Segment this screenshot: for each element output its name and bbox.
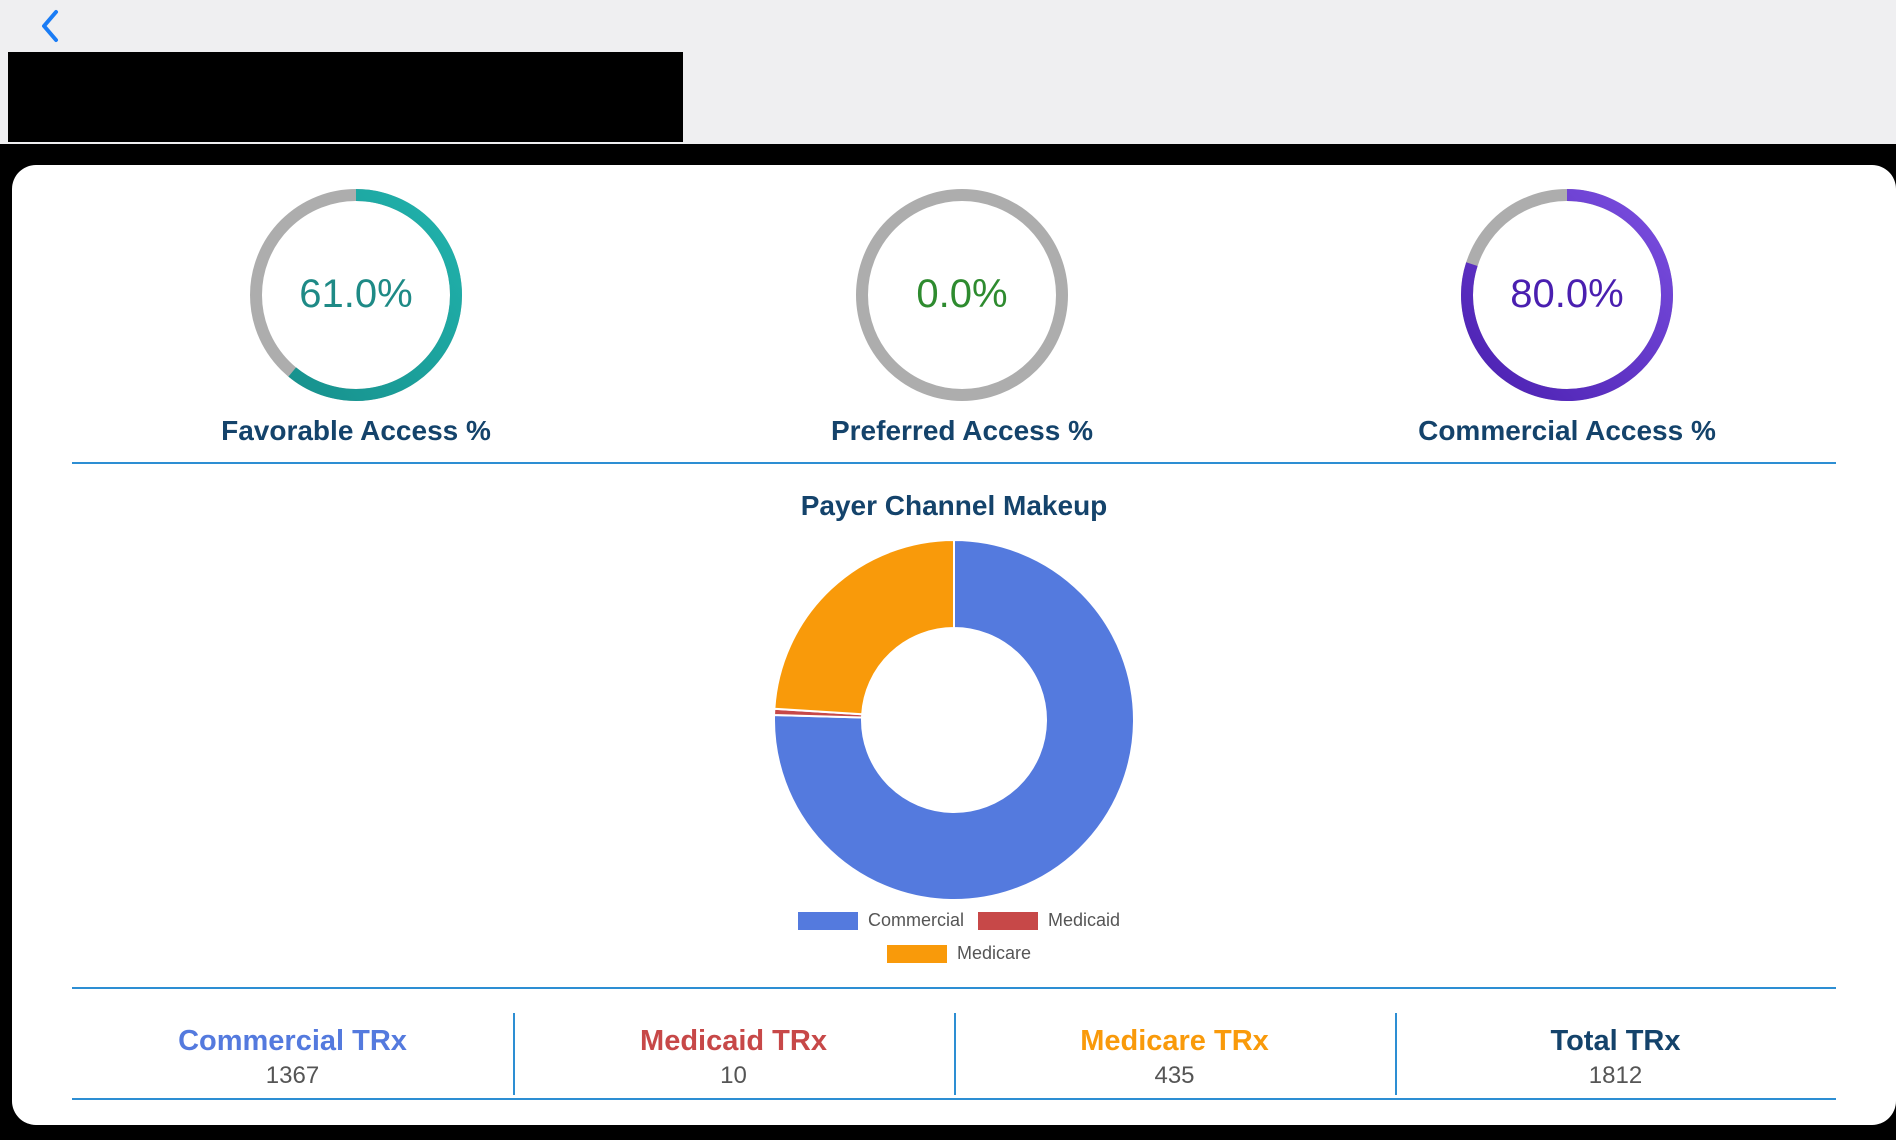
gauge-label: Commercial Access %	[1418, 415, 1716, 446]
nav-bar	[0, 0, 1896, 148]
stat-medicaid-trx: Medicaid TRx 10	[513, 1003, 954, 1095]
gauge-value: 80.0%	[1510, 272, 1623, 316]
legend-item-medicare[interactable]: Medicare	[887, 943, 1031, 964]
dashboard-card: 61.0% Favorable Access % 0.0% Preferred …	[12, 165, 1896, 1125]
gauge-favorable-access: 61.0% Favorable Access %	[96, 185, 616, 455]
gauge-value: 0.0%	[916, 272, 1007, 316]
gauge-arc	[288, 189, 462, 401]
divider	[72, 1098, 1836, 1100]
legend-label: Medicare	[957, 943, 1032, 963]
stat-label: Total TRx	[1550, 1025, 1681, 1057]
stat-value: 1812	[1588, 1062, 1643, 1089]
gauge-label: Preferred Access %	[830, 415, 1093, 446]
chevron-left-icon	[42, 10, 58, 42]
gauge-commercial-access: 80.0% Commercial Access %	[1307, 185, 1827, 455]
trx-summary: Commercial TRx 1367 Medicaid TRx 10 Medi…	[72, 1003, 1836, 1095]
gauge-label: Favorable Access %	[221, 415, 491, 446]
gauge-arc	[1461, 189, 1673, 401]
legend-swatch	[798, 911, 858, 930]
legend-item-medicaid[interactable]: Medicaid	[978, 910, 1120, 931]
gauge-preferred-access: 0.0% Preferred Access %	[702, 185, 1222, 455]
stat-label: Medicare TRx	[1080, 1025, 1269, 1057]
gauge-ring: 80.0%	[1461, 189, 1673, 401]
gauge-ring: 61.0%	[250, 189, 462, 401]
donut-slice-commercial[interactable]	[773, 538, 1135, 901]
legend-label: Commercial	[868, 910, 965, 930]
payer-channel-chart: Payer Channel Makeup Commercial Medicaid…	[624, 490, 1284, 1140]
stat-value: 10	[720, 1062, 747, 1089]
gauge-ring: 0.0%	[856, 189, 1068, 401]
chart-title: Payer Channel Makeup	[800, 490, 1108, 521]
redacted-title	[8, 52, 683, 142]
donut-chart	[773, 538, 1135, 901]
stat-commercial-trx: Commercial TRx 1367	[72, 1003, 513, 1093]
legend-item-commercial[interactable]: Commercial	[798, 910, 964, 931]
stat-medicare-trx: Medicare TRx 435	[954, 1003, 1395, 1095]
stat-value: 1367	[265, 1062, 320, 1089]
stat-label: Medicaid TRx	[640, 1025, 827, 1057]
legend-label: Medicaid	[1048, 910, 1121, 930]
stat-label: Commercial TRx	[178, 1025, 407, 1057]
legend-swatch	[978, 911, 1038, 930]
back-button[interactable]	[32, 4, 68, 48]
legend-swatch	[887, 944, 947, 963]
donut-slice-medicare[interactable]	[773, 538, 955, 716]
stat-value: 435	[1154, 1062, 1195, 1089]
gauge-value: 61.0%	[299, 272, 412, 316]
stat-total-trx: Total TRx 1812	[1395, 1003, 1836, 1095]
divider	[72, 987, 1836, 989]
divider	[72, 462, 1836, 464]
